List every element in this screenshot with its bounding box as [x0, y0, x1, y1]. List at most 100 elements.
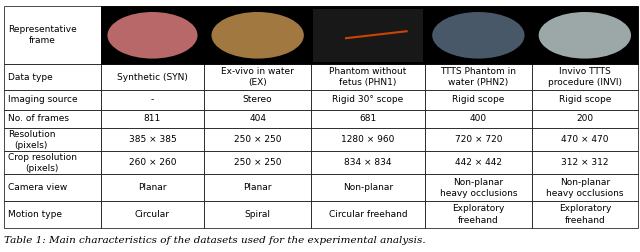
- Bar: [4, 174, 100, 201]
- Text: Circular freehand: Circular freehand: [329, 210, 407, 219]
- Bar: [311, 110, 425, 128]
- Bar: [4, 6, 100, 64]
- Bar: [311, 90, 425, 110]
- Bar: [100, 151, 204, 174]
- Text: Representative
frame: Representative frame: [8, 25, 76, 45]
- Bar: [100, 90, 204, 110]
- Text: 442 × 442: 442 × 442: [455, 158, 502, 167]
- Bar: [311, 64, 425, 90]
- Text: Table 1: Main characteristics of the datasets used for the experimental analysis: Table 1: Main characteristics of the dat…: [4, 236, 426, 245]
- Text: Camera view: Camera view: [8, 183, 67, 192]
- Bar: [532, 174, 638, 201]
- Text: Spiral: Spiral: [244, 210, 271, 219]
- Bar: [425, 6, 532, 64]
- Text: Crop resolution
(pixels): Crop resolution (pixels): [8, 153, 77, 173]
- Text: 250 × 250: 250 × 250: [234, 135, 282, 144]
- Text: 260 × 260: 260 × 260: [129, 158, 176, 167]
- Bar: [425, 174, 532, 201]
- Text: Non-planar
heavy occlusions: Non-planar heavy occlusions: [546, 178, 623, 198]
- Bar: [425, 201, 532, 228]
- Bar: [311, 6, 425, 64]
- Text: 200: 200: [576, 114, 593, 123]
- Text: 470 × 470: 470 × 470: [561, 135, 609, 144]
- Bar: [532, 128, 638, 151]
- Bar: [311, 174, 425, 201]
- Bar: [204, 64, 311, 90]
- Text: 1280 × 960: 1280 × 960: [341, 135, 395, 144]
- Bar: [532, 201, 638, 228]
- Text: Synthetic (SYN): Synthetic (SYN): [117, 73, 188, 82]
- Text: 811: 811: [144, 114, 161, 123]
- Text: Exploratory
freehand: Exploratory freehand: [559, 204, 611, 225]
- Bar: [4, 151, 100, 174]
- Ellipse shape: [539, 12, 631, 58]
- Bar: [425, 151, 532, 174]
- Text: 404: 404: [249, 114, 266, 123]
- Bar: [100, 110, 204, 128]
- Bar: [100, 128, 204, 151]
- Text: Rigid 30° scope: Rigid 30° scope: [332, 95, 404, 104]
- Bar: [532, 6, 638, 64]
- Bar: [313, 9, 423, 62]
- Text: 681: 681: [360, 114, 377, 123]
- Ellipse shape: [211, 12, 304, 58]
- Text: Data type: Data type: [8, 73, 52, 82]
- Bar: [425, 110, 532, 128]
- Bar: [100, 6, 204, 64]
- Text: Exploratory
freehand: Exploratory freehand: [452, 204, 504, 225]
- Bar: [204, 6, 311, 64]
- Text: 385 × 385: 385 × 385: [129, 135, 177, 144]
- Bar: [4, 90, 100, 110]
- Bar: [4, 64, 100, 90]
- Bar: [425, 128, 532, 151]
- Bar: [532, 110, 638, 128]
- Bar: [532, 64, 638, 90]
- Bar: [204, 151, 311, 174]
- Bar: [100, 6, 204, 64]
- Bar: [4, 128, 100, 151]
- Bar: [204, 128, 311, 151]
- Text: -: -: [151, 95, 154, 104]
- Bar: [311, 151, 425, 174]
- Bar: [204, 174, 311, 201]
- Text: Rigid scope: Rigid scope: [559, 95, 611, 104]
- Bar: [4, 110, 100, 128]
- Text: 834 × 834: 834 × 834: [344, 158, 392, 167]
- Bar: [311, 128, 425, 151]
- Bar: [425, 90, 532, 110]
- Text: TTTS Phantom in
water (PHN2): TTTS Phantom in water (PHN2): [440, 67, 516, 87]
- Text: Phantom without
fetus (PHN1): Phantom without fetus (PHN1): [330, 67, 406, 87]
- Text: Non-planar
heavy occlusions: Non-planar heavy occlusions: [440, 178, 517, 198]
- Bar: [4, 201, 100, 228]
- Bar: [204, 6, 311, 64]
- Bar: [532, 90, 638, 110]
- Text: Non-planar: Non-planar: [343, 183, 393, 192]
- Text: Planar: Planar: [243, 183, 272, 192]
- Text: No. of frames: No. of frames: [8, 114, 68, 123]
- Bar: [425, 64, 532, 90]
- Text: Rigid scope: Rigid scope: [452, 95, 504, 104]
- Bar: [532, 151, 638, 174]
- Bar: [204, 90, 311, 110]
- Text: Ex-vivo in water
(EX): Ex-vivo in water (EX): [221, 67, 294, 87]
- Bar: [100, 201, 204, 228]
- Text: 720 × 720: 720 × 720: [454, 135, 502, 144]
- Bar: [425, 6, 532, 64]
- Text: Motion type: Motion type: [8, 210, 61, 219]
- Bar: [204, 110, 311, 128]
- Text: 250 × 250: 250 × 250: [234, 158, 282, 167]
- Ellipse shape: [108, 12, 198, 58]
- Text: 312 × 312: 312 × 312: [561, 158, 609, 167]
- Bar: [204, 201, 311, 228]
- Text: Invivo TTTS
procedure (INVI): Invivo TTTS procedure (INVI): [548, 67, 622, 87]
- Text: Resolution
(pixels): Resolution (pixels): [8, 130, 55, 150]
- Text: Imaging source: Imaging source: [8, 95, 77, 104]
- Text: 400: 400: [470, 114, 487, 123]
- Bar: [311, 201, 425, 228]
- Bar: [100, 174, 204, 201]
- Text: Planar: Planar: [138, 183, 167, 192]
- Bar: [311, 6, 425, 64]
- Ellipse shape: [432, 12, 525, 58]
- Text: Circular: Circular: [135, 210, 170, 219]
- Bar: [532, 6, 638, 64]
